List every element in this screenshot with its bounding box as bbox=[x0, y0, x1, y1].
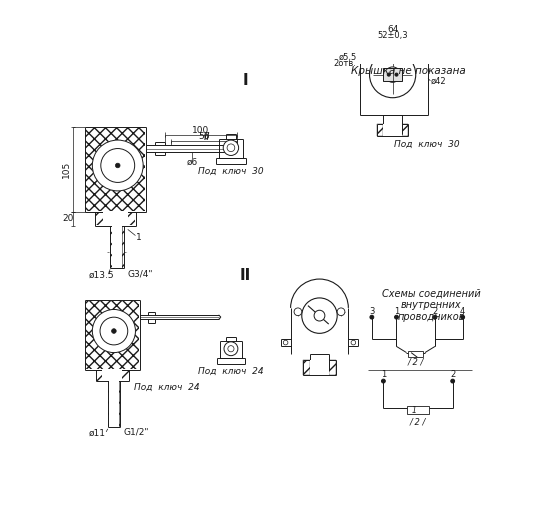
Text: G1/2": G1/2" bbox=[124, 427, 149, 436]
Circle shape bbox=[92, 140, 143, 191]
Circle shape bbox=[314, 310, 325, 321]
Text: Схемы соединений
внутренних
проводников: Схемы соединений внутренних проводников bbox=[382, 289, 481, 322]
Bar bbox=[408, 351, 424, 357]
Bar bbox=[383, 124, 402, 136]
Text: 3: 3 bbox=[369, 306, 375, 315]
Text: 1: 1 bbox=[394, 306, 399, 315]
Circle shape bbox=[370, 315, 374, 319]
Bar bbox=[118, 381, 120, 427]
Text: Под  ключ  24: Под ключ 24 bbox=[198, 367, 264, 376]
Circle shape bbox=[461, 315, 465, 319]
Bar bbox=[402, 124, 408, 136]
Bar bbox=[302, 360, 310, 375]
Circle shape bbox=[433, 315, 437, 319]
Bar bbox=[122, 226, 124, 268]
Bar bbox=[110, 226, 112, 268]
Text: ø11: ø11 bbox=[89, 429, 105, 438]
Circle shape bbox=[101, 148, 135, 182]
Text: 2: 2 bbox=[450, 370, 456, 379]
Text: Под  ключ  24: Под ключ 24 bbox=[134, 383, 199, 392]
Circle shape bbox=[395, 73, 398, 76]
Bar bbox=[96, 212, 103, 225]
Text: 2отв.: 2отв. bbox=[333, 59, 356, 68]
Circle shape bbox=[337, 308, 345, 315]
Circle shape bbox=[365, 48, 371, 55]
Circle shape bbox=[223, 140, 238, 155]
Bar bbox=[407, 406, 429, 414]
Circle shape bbox=[294, 308, 302, 315]
Text: II: II bbox=[240, 268, 251, 283]
Text: Крышка не показана: Крышка не показана bbox=[351, 66, 465, 76]
Bar bbox=[103, 212, 128, 225]
Text: ø6: ø6 bbox=[187, 158, 198, 167]
Text: 2: 2 bbox=[432, 306, 438, 315]
Circle shape bbox=[92, 140, 143, 191]
Text: 1: 1 bbox=[136, 232, 142, 242]
Circle shape bbox=[116, 163, 120, 168]
Circle shape bbox=[302, 298, 337, 334]
Circle shape bbox=[283, 340, 288, 345]
Text: G3/4": G3/4" bbox=[128, 270, 153, 279]
Text: 20: 20 bbox=[62, 214, 73, 223]
Circle shape bbox=[224, 342, 238, 356]
Text: 105: 105 bbox=[62, 161, 72, 178]
Bar bbox=[109, 381, 118, 427]
Text: Под  ключ  30: Под ключ 30 bbox=[198, 167, 264, 176]
Circle shape bbox=[382, 379, 386, 383]
Circle shape bbox=[451, 379, 454, 383]
Text: 64: 64 bbox=[387, 24, 399, 34]
Circle shape bbox=[395, 315, 399, 319]
Bar bbox=[112, 226, 122, 268]
Bar bbox=[85, 128, 146, 211]
Circle shape bbox=[100, 317, 128, 345]
Bar bbox=[85, 301, 140, 369]
Text: 4: 4 bbox=[460, 306, 465, 315]
Bar bbox=[329, 360, 337, 375]
Text: 56: 56 bbox=[198, 132, 210, 141]
Bar bbox=[128, 212, 135, 225]
Circle shape bbox=[414, 48, 420, 55]
Bar bbox=[122, 370, 129, 381]
Circle shape bbox=[228, 346, 234, 352]
Bar bbox=[383, 69, 402, 81]
Text: ø13.5: ø13.5 bbox=[89, 271, 114, 280]
Bar bbox=[108, 381, 109, 427]
Bar bbox=[310, 360, 329, 375]
Circle shape bbox=[387, 73, 390, 76]
Bar bbox=[102, 370, 122, 381]
Text: Под  ключ  30: Под ключ 30 bbox=[394, 139, 460, 148]
Circle shape bbox=[370, 52, 416, 98]
Text: / 2 /: / 2 / bbox=[408, 358, 424, 367]
Text: ø42: ø42 bbox=[431, 76, 447, 85]
Text: 1: 1 bbox=[412, 406, 416, 415]
Circle shape bbox=[92, 310, 135, 353]
Circle shape bbox=[111, 329, 116, 334]
Bar bbox=[96, 370, 102, 381]
Text: / 2 /: / 2 / bbox=[410, 418, 426, 426]
Text: 1: 1 bbox=[381, 370, 386, 379]
Circle shape bbox=[92, 310, 135, 353]
Circle shape bbox=[227, 144, 235, 152]
Circle shape bbox=[385, 67, 400, 82]
Text: I: I bbox=[243, 73, 248, 88]
Bar bbox=[377, 124, 383, 136]
Text: 100: 100 bbox=[192, 126, 210, 135]
Text: ø5,5: ø5,5 bbox=[338, 53, 356, 62]
Text: II: II bbox=[204, 132, 210, 142]
Circle shape bbox=[351, 340, 356, 345]
Text: 52±0,3: 52±0,3 bbox=[377, 31, 408, 40]
